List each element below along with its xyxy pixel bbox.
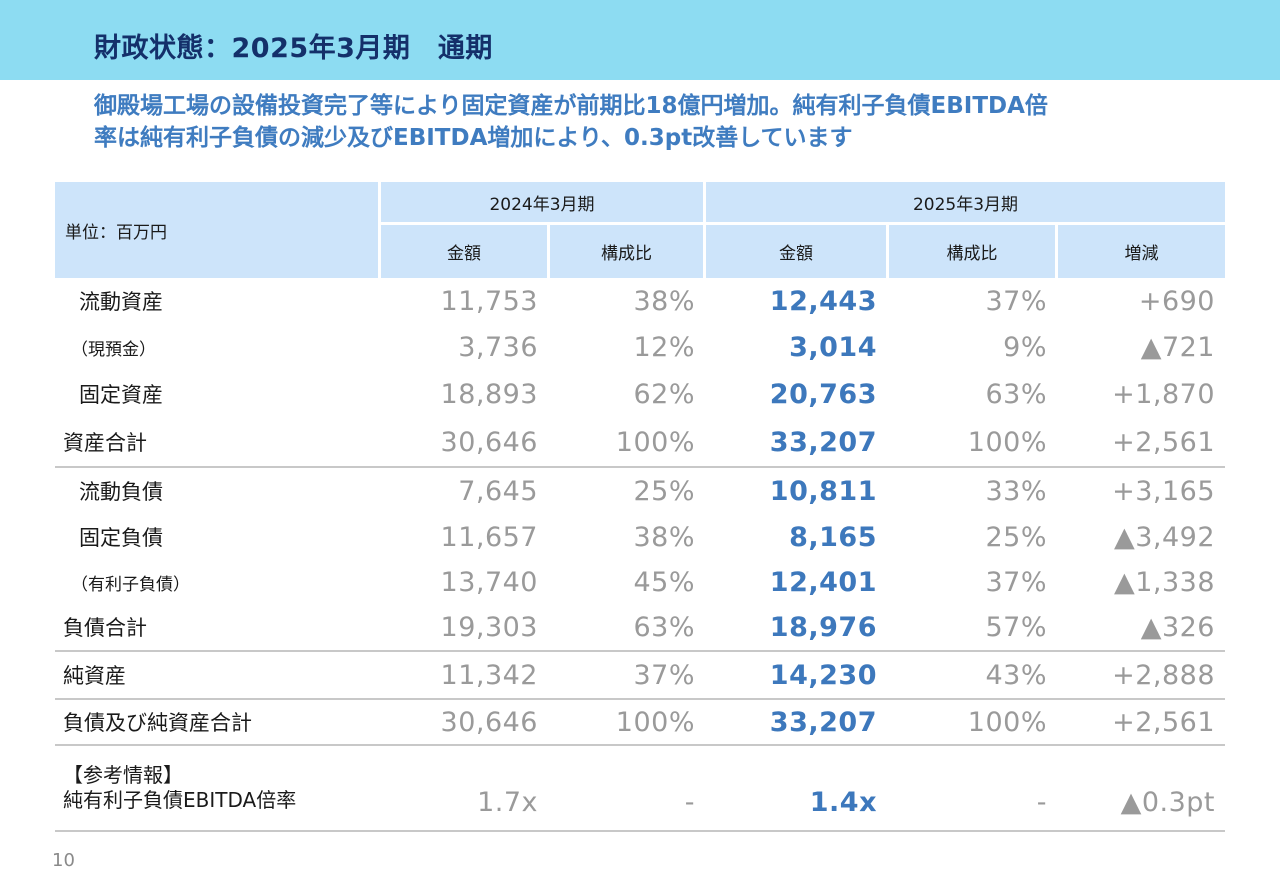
change-value: +2,561 — [1112, 426, 1215, 458]
curr-ratio: 100% — [967, 426, 1047, 458]
prev-amount: 30,646 — [440, 706, 538, 738]
table-row: （現預金） 3,736 12% 3,014 9% ▲721 — [55, 324, 1225, 370]
row-label: 負債合計 — [63, 616, 147, 640]
page-title: 財政状態：2025年3月期 通期 — [94, 33, 493, 64]
prev-ratio: 63% — [633, 611, 695, 643]
change-value: +3,165 — [1112, 475, 1215, 507]
row-label: 固定負債 — [79, 526, 163, 550]
curr-ratio: 37% — [985, 566, 1047, 598]
change-value: +1,870 — [1112, 378, 1215, 410]
curr-ratio: 43% — [985, 659, 1047, 691]
divider — [55, 650, 1225, 652]
prev-amount: 7,645 — [458, 475, 538, 507]
table-row: 純資産 11,342 37% 14,230 43% +2,888 — [55, 652, 1225, 698]
prev-amount: 3,736 — [458, 331, 538, 363]
curr-ratio: 63% — [985, 378, 1047, 410]
page-number: 10 — [52, 850, 75, 871]
reference-metric-name: 純有利子負債EBITDA倍率 — [63, 788, 297, 812]
row-label: （有利子負債） — [71, 574, 190, 595]
change-value: ▲326 — [1140, 611, 1215, 643]
divider — [55, 744, 1225, 746]
divider — [55, 830, 1225, 832]
prev-amount: 18,893 — [440, 378, 538, 410]
change-value: ▲721 — [1140, 331, 1215, 363]
summary-line-2: 率は純有利子負債の減少及びEBITDA増加により、0.3pt改善しています — [94, 125, 853, 151]
reference-label: 【参考情報】 純有利子負債EBITDA倍率 — [55, 746, 375, 830]
prev-amount: 19,303 — [440, 611, 538, 643]
curr-amount: 3,014 — [789, 331, 877, 363]
change-value: +2,888 — [1112, 659, 1215, 691]
change-value: ▲3,492 — [1113, 521, 1215, 553]
curr-amount: 12,443 — [769, 285, 877, 317]
prev-ratio: 38% — [633, 521, 695, 553]
period-header-2024: 2024年3月期 — [381, 182, 703, 222]
table-row: 負債及び純資産合計 30,646 100% 33,207 100% +2,561 — [55, 700, 1225, 744]
prev-ratio: 25% — [633, 475, 695, 507]
row-label: （現預金） — [71, 339, 156, 360]
curr-ratio: 57% — [985, 611, 1047, 643]
table-row: （有利子負債） 13,740 45% 12,401 37% ▲1,338 — [55, 560, 1225, 604]
table-row: 資産合計 30,646 100% 33,207 100% +2,561 — [55, 418, 1225, 466]
row-label: 流動負債 — [79, 480, 163, 504]
unit-label: 単位：百万円 — [55, 182, 378, 278]
curr-amount: 12,401 — [769, 566, 877, 598]
curr-ratio: 9% — [1003, 331, 1047, 363]
period-header-2025: 2025年3月期 — [706, 182, 1225, 222]
prev-amount: 13,740 — [440, 566, 538, 598]
divider — [55, 466, 1225, 468]
col-header-amount-2024: 金額 — [381, 225, 547, 278]
curr-ratio: - — [1036, 786, 1047, 818]
table-row: 固定資産 18,893 62% 20,763 63% +1,870 — [55, 370, 1225, 418]
curr-ratio: 37% — [985, 285, 1047, 317]
table-row: 流動負債 7,645 25% 10,811 33% +3,165 — [55, 468, 1225, 514]
col-header-ratio-2024: 構成比 — [550, 225, 703, 278]
prev-amount: 30,646 — [440, 426, 538, 458]
curr-amount: 10,811 — [769, 475, 877, 507]
row-label: 流動資産 — [79, 290, 163, 314]
curr-ratio: 33% — [985, 475, 1047, 507]
table-row: 固定負債 11,657 38% 8,165 25% ▲3,492 — [55, 514, 1225, 560]
divider — [55, 698, 1225, 700]
prev-ratio: 38% — [633, 285, 695, 317]
table-header: 単位：百万円 2024年3月期 2025年3月期 金額 構成比 金額 構成比 増… — [55, 182, 1225, 278]
curr-amount: 20,763 — [769, 378, 877, 410]
prev-ratio: 100% — [615, 426, 695, 458]
prev-ratio: 45% — [633, 566, 695, 598]
prev-ratio: 62% — [633, 378, 695, 410]
col-header-amount-2025: 金額 — [706, 225, 886, 278]
change-value: +690 — [1138, 285, 1215, 317]
row-label: 負債及び純資産合計 — [63, 711, 252, 735]
curr-amount: 8,165 — [789, 521, 877, 553]
reference-heading: 【参考情報】 — [63, 763, 183, 787]
row-label: 純資産 — [63, 664, 126, 688]
row-label: 固定資産 — [79, 383, 163, 407]
change-value: ▲1,338 — [1113, 566, 1215, 598]
curr-amount: 33,207 — [769, 426, 877, 458]
curr-ratio: 100% — [967, 706, 1047, 738]
prev-ratio: 37% — [633, 659, 695, 691]
change-value: +2,561 — [1112, 706, 1215, 738]
table-row: 負債合計 19,303 63% 18,976 57% ▲326 — [55, 604, 1225, 650]
header-band — [0, 0, 1280, 80]
prev-amount: 11,753 — [440, 285, 538, 317]
summary-text: 御殿場工場の設備投資完了等により固定資産が前期比18億円増加。純有利子負債EBI… — [94, 90, 1214, 154]
col-header-ratio-2025: 構成比 — [889, 225, 1055, 278]
curr-ratio: 25% — [985, 521, 1047, 553]
prev-amount: 11,657 — [440, 521, 538, 553]
curr-amount: 14,230 — [769, 659, 877, 691]
row-label: 資産合計 — [63, 431, 147, 455]
prev-amount: 11,342 — [440, 659, 538, 691]
change-value: ▲0.3pt — [1120, 786, 1215, 818]
reference-row: 【参考情報】 純有利子負債EBITDA倍率 1.7x - 1.4x - ▲0.3… — [55, 746, 1225, 830]
prev-ratio: 100% — [615, 706, 695, 738]
curr-amount: 18,976 — [769, 611, 877, 643]
curr-amount: 33,207 — [769, 706, 877, 738]
curr-amount: 1.4x — [809, 786, 877, 818]
prev-ratio: 12% — [633, 331, 695, 363]
prev-ratio: - — [684, 786, 695, 818]
col-header-change: 増減 — [1058, 225, 1225, 278]
prev-amount: 1.7x — [477, 786, 538, 818]
summary-line-1: 御殿場工場の設備投資完了等により固定資産が前期比18億円増加。純有利子負債EBI… — [94, 93, 1048, 119]
table-row: 流動資産 11,753 38% 12,443 37% +690 — [55, 278, 1225, 324]
